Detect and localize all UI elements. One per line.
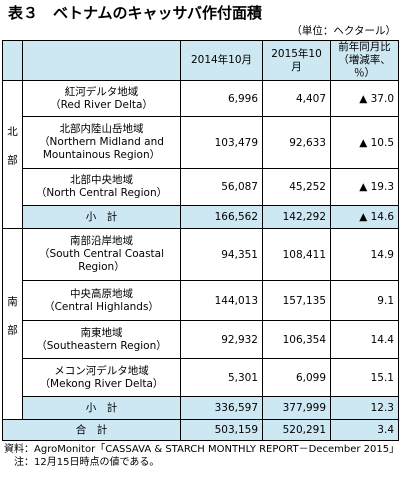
data-row: 中央高原地域 （Central Highlands） 144,013 157,135 9… bbox=[3, 280, 399, 321]
text-line: （Red River Delta） bbox=[50, 98, 153, 111]
header-cell: 前年同月比 （増減率、％） bbox=[330, 40, 399, 81]
value-cell: ▲ 14.6 bbox=[330, 205, 399, 229]
text-line: メコン河デルタ地域 bbox=[54, 364, 149, 377]
value-cell: 14.4 bbox=[330, 320, 399, 359]
name-cell: メコン河デルタ地域 （Mekong River Delta） bbox=[22, 358, 181, 397]
data-row: 南東地域 （Southeastern Region） 92,932 106,354 14… bbox=[3, 320, 399, 359]
subtotal-row: 小 計 166,562 142,292 ▲ 14.6 bbox=[3, 205, 399, 229]
value-cell: ▲ 10.5 bbox=[330, 116, 399, 169]
text-line: （Northern Midland and bbox=[39, 136, 164, 148]
value-cell: 166,562 bbox=[180, 205, 263, 229]
value-cell: 106,354 bbox=[262, 320, 331, 359]
data-row: メコン河デルタ地域 （Mekong River Delta） 5,301 6,099 1… bbox=[3, 358, 399, 397]
text-line: （Central Highlands） bbox=[44, 300, 159, 313]
value-cell: ▲ 37.0 bbox=[330, 80, 399, 117]
total-row: 合 計 503,159 520,291 3.4 bbox=[2, 419, 399, 441]
value-cell: 144,013 bbox=[180, 280, 263, 321]
text-line: Region） bbox=[78, 261, 125, 273]
group-cell: 北部 bbox=[2, 80, 23, 229]
value-cell: 6,099 bbox=[262, 358, 331, 397]
value-cell: 15.1 bbox=[330, 358, 399, 397]
subtotal-row: 小 計 336,597 377,999 12.3 bbox=[3, 396, 399, 420]
value-cell: 6,996 bbox=[180, 80, 263, 117]
value-cell: ▲ 19.3 bbox=[330, 168, 399, 206]
value-cell: 14.9 bbox=[330, 228, 399, 281]
value-cell: 5,301 bbox=[180, 358, 263, 397]
text-line: 紅河デルタ地域 bbox=[64, 85, 139, 98]
source: 資料：AgroMonitor「CASSAVA & STARCH MONTHLY … bbox=[4, 444, 400, 455]
value-cell: 92,633 bbox=[262, 116, 331, 169]
header-row: 2014年10月 2015年10月 前年同月比 （増減率、％） bbox=[2, 40, 399, 81]
value-cell: 4,407 bbox=[262, 80, 331, 117]
header-cell bbox=[2, 40, 23, 81]
text-line: （South Central Coastal bbox=[38, 248, 165, 260]
value-cell: 94,351 bbox=[180, 228, 263, 281]
value-cell: 103,479 bbox=[180, 116, 263, 169]
name-cell: 北部中央地域 （North Central Region） bbox=[22, 168, 181, 206]
value-cell: 12.3 bbox=[330, 396, 399, 420]
text-line: （Southeastern Region） bbox=[36, 339, 167, 352]
note: 注：12月15日時点の値である。 bbox=[14, 457, 160, 468]
value-cell: 336,597 bbox=[180, 396, 263, 420]
text-line: 南部沿岸地域 bbox=[70, 235, 133, 247]
data-row: 北部内陸山岳地域 （Northern Midland and Mountainous… bbox=[3, 116, 399, 169]
text-line: 中央高原地域 bbox=[70, 287, 133, 300]
title: 表３ ベトナムのキャッサバ作付面積 bbox=[8, 4, 262, 22]
text-line: Mountainous Region） bbox=[42, 149, 161, 161]
value-cell: 520,291 bbox=[262, 419, 331, 441]
table: 2014年10月 2015年10月 前年同月比 （増減率、％） 北部 紅河デルタ地域 （R… bbox=[2, 40, 399, 441]
text-line: （North Central Region） bbox=[35, 187, 168, 199]
name-cell: 南部沿岸地域 （South Central Coastal Region） bbox=[22, 228, 181, 281]
text-line: 北部内陸山岳地域 bbox=[59, 123, 144, 135]
text-line: 前年同月比 bbox=[338, 41, 391, 53]
footer: 資料：AgroMonitor「CASSAVA & STARCH MONTHLY … bbox=[2, 443, 400, 469]
header-cell: 2014年10月 bbox=[180, 40, 263, 81]
name-cell: 中央高原地域 （Central Highlands） bbox=[22, 280, 181, 321]
text-line: 南東地域 bbox=[80, 326, 123, 339]
subtotal-label: 小 計 bbox=[22, 205, 181, 229]
name-cell: 紅河デルタ地域 （Red River Delta） bbox=[22, 80, 181, 117]
value-cell: 3.4 bbox=[330, 419, 399, 441]
header-cell: 2015年10月 bbox=[262, 40, 331, 81]
group-cell: 南部 bbox=[2, 228, 23, 420]
value-cell: 157,135 bbox=[262, 280, 331, 321]
unit: （単位：ヘクタール） bbox=[291, 25, 396, 37]
data-row: 北部 紅河デルタ地域 （Red River Delta） 6,996 4,407 ▲ 37… bbox=[2, 80, 399, 229]
text-line: （Mekong River Delta） bbox=[39, 377, 164, 390]
value-cell: 45,252 bbox=[262, 168, 331, 206]
total-label: 合 計 bbox=[2, 419, 181, 441]
value-cell: 108,411 bbox=[262, 228, 331, 281]
data-row: 南部 南部沿岸地域 （South Central Coastal Region） 94,… bbox=[2, 228, 399, 420]
value-cell: 503,159 bbox=[180, 419, 263, 441]
header-cell bbox=[22, 40, 181, 81]
subtotal-label: 小 計 bbox=[22, 396, 181, 420]
text-line: 北部中央地域 bbox=[70, 174, 133, 186]
data-row: 北部中央地域 （North Central Region） 56,087 45,252… bbox=[3, 168, 399, 206]
value-cell: 377,999 bbox=[262, 396, 331, 420]
value-cell: 142,292 bbox=[262, 205, 331, 229]
name-cell: 北部内陸山岳地域 （Northern Midland and Mountainous… bbox=[22, 116, 181, 169]
text-line: （増減率、％） bbox=[338, 54, 391, 79]
value-cell: 9.1 bbox=[330, 280, 399, 321]
value-cell: 56,087 bbox=[180, 168, 263, 206]
value-cell: 92,932 bbox=[180, 320, 263, 359]
name-cell: 南東地域 （Southeastern Region） bbox=[22, 320, 181, 359]
